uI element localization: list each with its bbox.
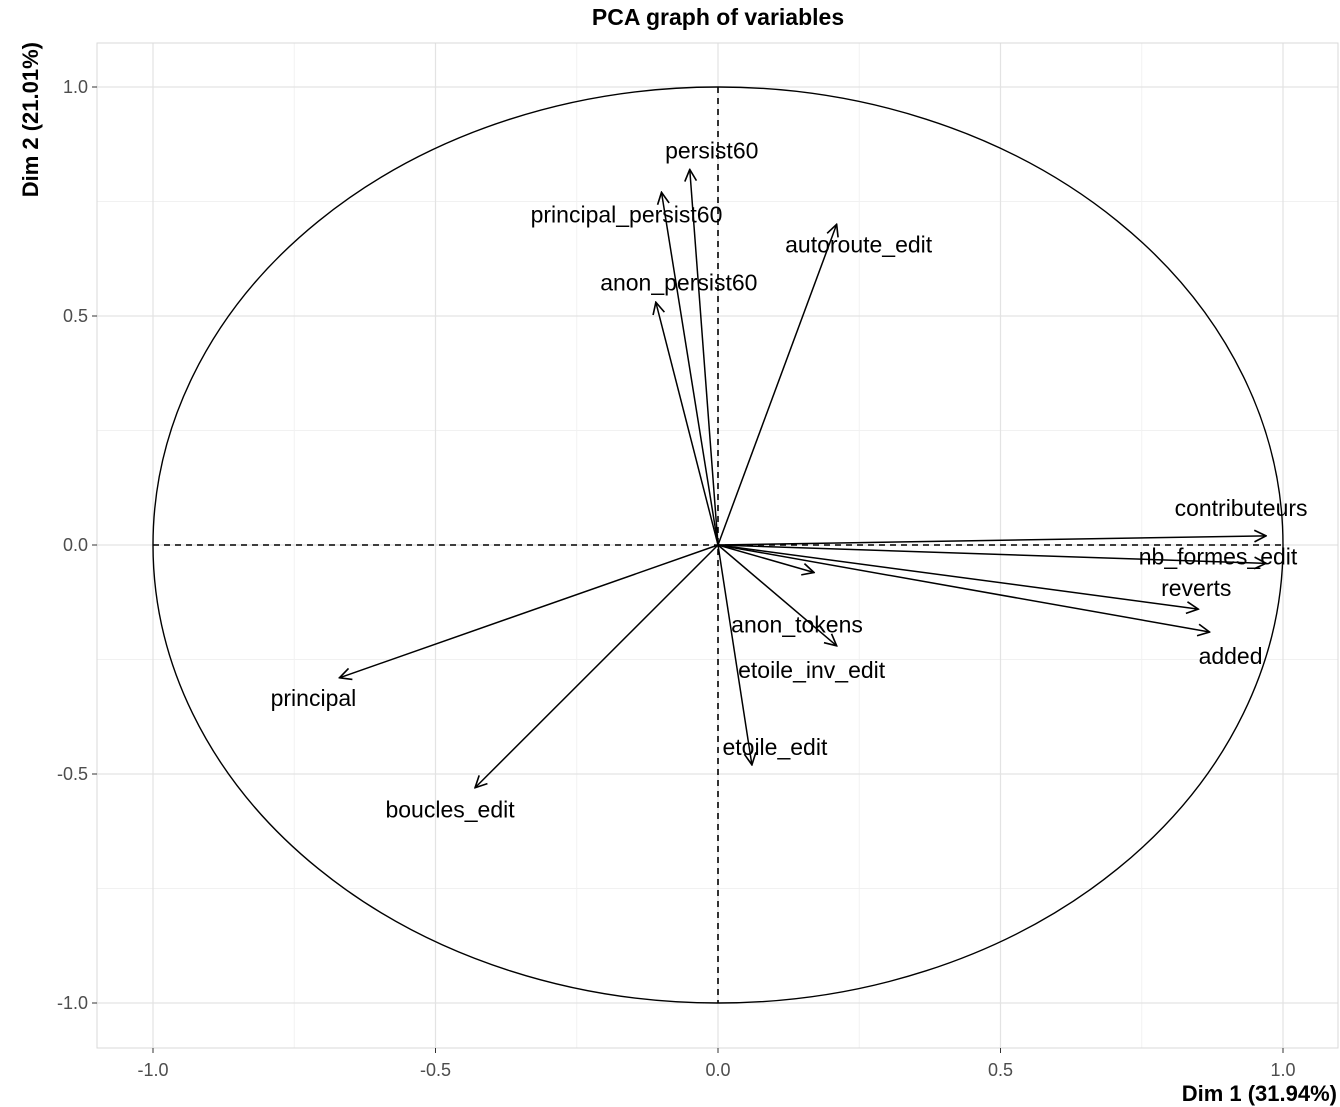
y-tick-label: 0.0	[63, 535, 88, 555]
x-tick-label: -1.0	[137, 1060, 168, 1080]
arrow-etoile-edit	[717, 544, 752, 765]
label-etoile-edit: etoile_edit	[722, 734, 827, 760]
label-boucles-edit: boucles_edit	[385, 797, 515, 823]
arrow-added	[717, 544, 1210, 632]
x-tick-label: 0.5	[988, 1060, 1013, 1080]
arrow-anon-persist60	[656, 302, 719, 546]
label-anon-persist60: anon_persist60	[600, 269, 757, 295]
unit-circle	[152, 86, 1284, 1004]
arrow-nb-formes-edit	[717, 544, 1266, 563]
arrow-principal	[339, 544, 719, 678]
arrow-etoile-inv-edit	[717, 544, 837, 646]
variable-arrows	[339, 169, 1266, 787]
arrow-autoroute-edit	[717, 224, 837, 546]
arrow-persist60	[690, 169, 719, 546]
y-tick-label: -0.5	[57, 764, 88, 784]
label-etoile-inv-edit: etoile_inv_edit	[738, 657, 886, 683]
label-principal: principal	[271, 685, 357, 711]
arrow-principal-persist60	[662, 192, 719, 546]
unit-circle-layer	[152, 86, 1284, 1004]
x-tick-label: -0.5	[420, 1060, 451, 1080]
label-nb-formes-edit: nb_formes_edit	[1139, 543, 1298, 569]
label-principal-persist60: principal_persist60	[531, 201, 723, 227]
label-reverts: reverts	[1161, 575, 1231, 601]
y-axis-title: Dim 2 (21.01%)	[18, 42, 43, 197]
y-tick-label: -1.0	[57, 993, 88, 1013]
chart-title: PCA graph of variables	[592, 4, 844, 30]
axis-ticks: -1.0 -0.5 0.0 0.5 1.0 -1.0 -0.5 0.0 0.5 1.0	[57, 77, 1296, 1080]
arrow-contributeurs	[717, 536, 1266, 546]
y-tick-label: 0.5	[63, 306, 88, 326]
x-tick-label: 0.0	[705, 1060, 730, 1080]
arrow-boucles-edit	[475, 544, 719, 788]
label-persist60: persist60	[665, 137, 758, 163]
label-autoroute-edit: autoroute_edit	[785, 231, 933, 257]
label-contributeurs: contributeurs	[1175, 495, 1308, 521]
arrow-anon-tokens	[717, 544, 814, 572]
y-tick-label: 1.0	[63, 77, 88, 97]
x-tick-label: 1.0	[1270, 1060, 1295, 1080]
label-added: added	[1199, 643, 1263, 669]
label-anon-tokens: anon_tokens	[731, 611, 863, 637]
arrow-reverts	[717, 544, 1198, 609]
x-axis-title: Dim 1 (31.94%)	[1182, 1081, 1337, 1106]
